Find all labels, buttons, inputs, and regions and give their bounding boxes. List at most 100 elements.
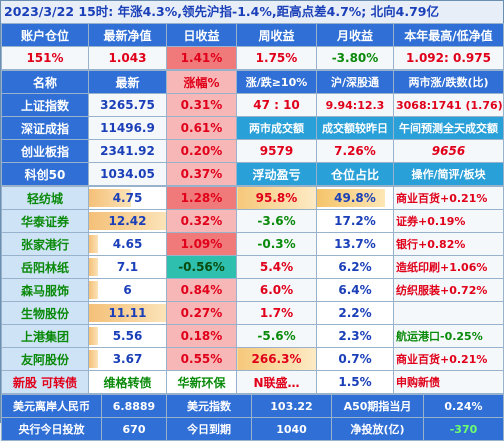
holding-pnl: 5.4% xyxy=(236,255,317,279)
index-header-row: 名称 最新 涨幅% 涨/跌≥10% 沪/深股通 两市涨/跌数(比) xyxy=(1,70,504,94)
header-week-return: 周收益 xyxy=(236,23,317,47)
holding-last-text: 4.75 xyxy=(112,191,143,205)
holding-note: 造纸印刷+1.06% xyxy=(393,255,504,279)
holding-change: 华新环保 xyxy=(166,370,237,394)
index-last: 11496.9 xyxy=(88,116,167,140)
index-name: 上证指数 xyxy=(1,93,89,117)
holding-row[interactable]: 上港集团 5.56 0.18% -5.6% 2.3% 航运港口-0.25% xyxy=(1,324,504,348)
holding-note: 申购新债 xyxy=(393,370,504,394)
index-last: 2341.92 xyxy=(88,139,167,163)
holding-last-text: 6 xyxy=(123,283,132,297)
holding-weight-text: 17.2% xyxy=(334,214,376,228)
index-breadth: 3068:1741 (1.76) xyxy=(393,93,504,117)
index-row[interactable]: 创业板指 2341.92 0.20% 9579 7.26% 9656 xyxy=(1,139,504,163)
holding-name: 生物股份 xyxy=(1,301,89,325)
holding-last-text: 维格转债 xyxy=(103,375,152,390)
holding-weight-text: 49.8% xyxy=(334,191,376,205)
holding-note: 商业百货+0.21% xyxy=(393,186,504,210)
holding-pnl: -3.6% xyxy=(236,209,317,233)
holding-row[interactable]: 轻纺城 4.75 1.28% 95.8% 49.8% 商业百货+0.21% xyxy=(1,186,504,210)
holding-name: 张家港行 xyxy=(1,232,89,256)
holding-weight-text: 1.5% xyxy=(338,375,372,389)
holding-row[interactable]: 张家港行 4.65 1.09% -0.3% 13.7% 银行+0.82% xyxy=(1,232,504,256)
holding-name: 友阿股份 xyxy=(1,347,89,371)
holding-name: 上港集团 xyxy=(1,324,89,348)
header-weight: 仓位占比 xyxy=(316,162,394,186)
price-bar xyxy=(89,281,99,299)
net-inject-value: -370 xyxy=(423,417,504,441)
holding-row[interactable]: 岳阳林纸 7.1 -0.56% 5.4% 6.2% 造纸印刷+1.06% xyxy=(1,255,504,279)
holding-note: 纺织服装+0.72% xyxy=(393,278,504,302)
holding-change: 0.27% xyxy=(166,301,237,325)
price-bar xyxy=(89,327,99,345)
turnover-value: 9579 xyxy=(236,139,317,163)
holding-pnl: 1.7% xyxy=(236,301,317,325)
turnover-label: 两市成交额 xyxy=(236,116,317,140)
index-connect: 9.94:12.3 xyxy=(316,93,394,117)
pboc-inject-label: 央行今日投放 xyxy=(1,417,102,441)
pboc-inject-value: 670 xyxy=(101,417,167,441)
account-table: 账户仓位 最新净值 日收益 周收益 月收益 本年最高/低净值 151% 1.04… xyxy=(1,23,504,70)
holding-pnl: 266.3% xyxy=(236,347,317,371)
header-month-return: 月收益 xyxy=(316,23,394,47)
holding-last-text: 11.11 xyxy=(108,306,147,320)
index-change: 0.61% xyxy=(166,116,237,140)
holdings-table: 轻纺城 4.75 1.28% 95.8% 49.8% 商业百货+0.21% 华泰证券 12.4… xyxy=(1,186,504,394)
maturity-label: 今日到期 xyxy=(166,417,252,441)
index-row[interactable]: 深证成指 11496.9 0.61% 两市成交额 成交额较昨日 午间预测全天成交… xyxy=(1,116,504,140)
fx-row: 美元离岸人民币 6.8889 美元指数 103.22 A50期指当月 0.24% xyxy=(1,394,504,418)
index-last: 1034.05 xyxy=(88,162,167,186)
index-table: 名称 最新 涨幅% 涨/跌≥10% 沪/深股通 两市涨/跌数(比) 上证指数 3… xyxy=(1,70,504,186)
holding-change: 0.18% xyxy=(166,324,237,348)
holding-row[interactable]: 森马服饰 6 0.84% 6.0% 6.4% 纺织服装+0.72% xyxy=(1,278,504,302)
holding-name: 森马服饰 xyxy=(1,278,89,302)
a50-value: 0.24% xyxy=(423,394,504,418)
price-bar xyxy=(89,212,166,230)
holding-pnl: 6.0% xyxy=(236,278,317,302)
index-last: 3265.75 xyxy=(88,93,167,117)
price-bar xyxy=(89,304,166,322)
holding-last: 11.11 xyxy=(88,301,167,325)
holding-note: 银行+0.82% xyxy=(393,232,504,256)
holding-weight: 2.3% xyxy=(316,324,394,348)
footer-table: 美元离岸人民币 6.8889 美元指数 103.22 A50期指当月 0.24%… xyxy=(1,394,504,441)
price-bar xyxy=(89,350,99,368)
holding-row[interactable]: 新股 可转债 维格转债 华新环保 N联盛… 1.5% 申购新债 xyxy=(1,370,504,394)
holding-weight: 6.2% xyxy=(316,255,394,279)
holding-last-text: 3.67 xyxy=(112,352,143,366)
holding-last: 4.65 xyxy=(88,232,167,256)
index-change: 0.37% xyxy=(166,162,237,186)
holding-note: 证券+0.19% xyxy=(393,209,504,233)
holding-pnl: N联盛… xyxy=(236,370,317,394)
holding-row[interactable]: 友阿股份 3.67 0.55% 266.3% 0.7% 商业百货+0.21% xyxy=(1,347,504,371)
header-day-return: 日收益 xyxy=(166,23,237,47)
holding-weight: 13.7% xyxy=(316,232,394,256)
holding-pnl: -5.6% xyxy=(236,324,317,348)
holding-pnl: -0.3% xyxy=(236,232,317,256)
holding-weight: 2.2% xyxy=(316,301,394,325)
header-up-down-10: 涨/跌≥10% xyxy=(236,70,317,94)
holding-last: 维格转债 xyxy=(88,370,167,394)
day-return-value: 1.41% xyxy=(166,46,237,70)
index-row[interactable]: 上证指数 3265.75 0.31% 47 : 10 9.94:12.3 306… xyxy=(1,93,504,117)
index-row[interactable]: 科创50 1034.05 0.37% 浮动盈亏 仓位占比 操作/简评/板块 xyxy=(1,162,504,186)
page-title: 2023/3/22 15时: 年涨4.3%,领先沪指-1.4%,距高点差4.7%… xyxy=(1,1,503,23)
dxy-value: 103.22 xyxy=(251,394,332,418)
header-position: 账户仓位 xyxy=(1,23,89,47)
holding-change: 1.28% xyxy=(166,186,237,210)
header-notes: 操作/简评/板块 xyxy=(393,162,504,186)
holding-last: 4.75 xyxy=(88,186,167,210)
holding-change: 0.84% xyxy=(166,278,237,302)
holding-row[interactable]: 生物股份 11.11 0.27% 1.7% 2.2% xyxy=(1,301,504,325)
turnover-forecast-value: 9656 xyxy=(393,139,504,163)
price-bar xyxy=(89,235,99,253)
holding-row[interactable]: 华泰证券 12.42 0.32% -3.6% 17.2% 证券+0.19% xyxy=(1,209,504,233)
turnover-change-value: 7.26% xyxy=(316,139,394,163)
holding-weight: 1.5% xyxy=(316,370,394,394)
index-change: 0.31% xyxy=(166,93,237,117)
holding-weight: 0.7% xyxy=(316,347,394,371)
turnover-forecast-label: 午间预测全天成交额 xyxy=(393,116,504,140)
year-high-low-value: 1.092: 0.975 xyxy=(393,46,504,70)
nav-value: 1.043 xyxy=(88,46,167,70)
